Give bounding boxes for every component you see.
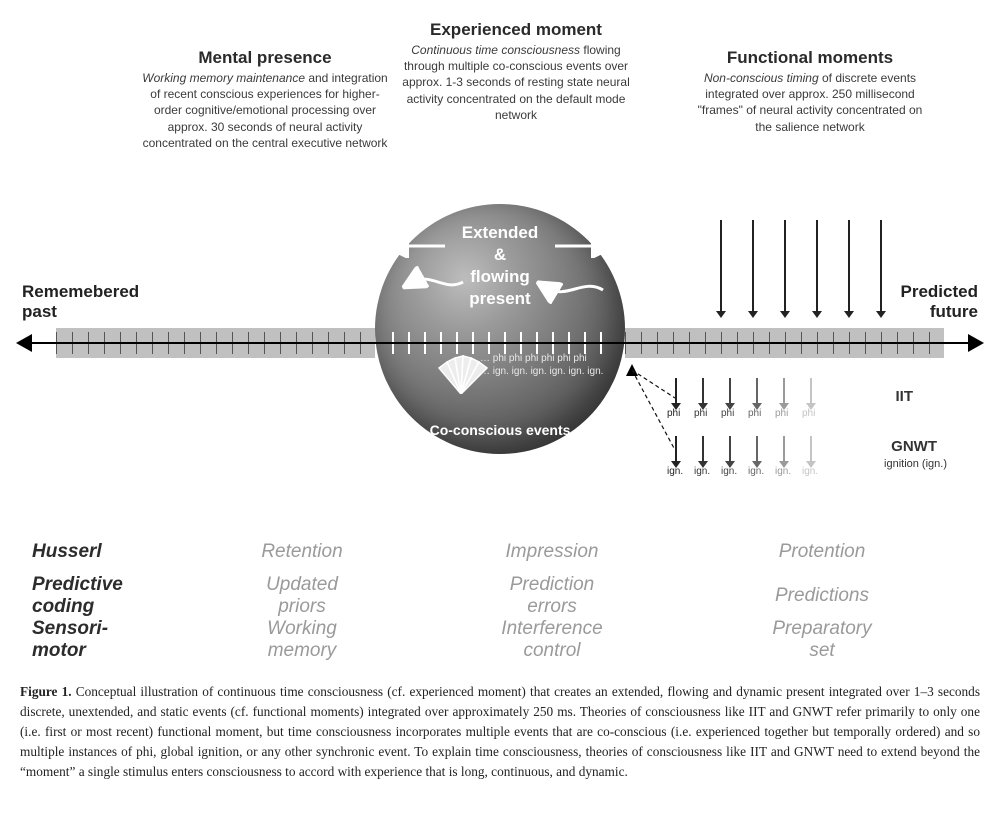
theory-cell: Retention — [192, 541, 412, 563]
figure-page: Mental presence Working memory maintenan… — [0, 0, 1000, 812]
experienced-moment-desc: Continuous time consciousness flowing th… — [396, 42, 636, 123]
theory-frame-label: ign. — [667, 466, 683, 477]
theory-cell: Workingmemory — [192, 618, 412, 662]
timeline-arrow-left-icon — [16, 334, 32, 352]
theory-arrow-down-icon — [756, 378, 758, 404]
theory-arrow-down-icon — [729, 436, 731, 462]
theory-frame-label: ign. — [748, 466, 764, 477]
theory-frame-label: phi — [667, 408, 680, 419]
gnwt-sublabel: ignition (ign.) — [884, 458, 947, 470]
figure-caption-label: Figure 1. — [20, 684, 72, 699]
theory-cell: Impression — [412, 541, 692, 563]
theory-frame-label: phi — [721, 408, 734, 419]
heading-functional-moments: Functional moments Non-conscious timing … — [690, 48, 930, 135]
theory-cell: Interferencecontrol — [412, 618, 692, 662]
heading-experienced-moment: Experienced moment Continuous time consc… — [396, 20, 636, 123]
theory-row: HusserlRetentionImpressionProtention — [30, 530, 970, 574]
remembered-past-line1: Rememebered — [22, 282, 139, 301]
mental-presence-desc: Working memory maintenance and integrati… — [140, 70, 390, 151]
timeline — [20, 328, 980, 358]
functional-arrow-down-icon — [848, 220, 850, 312]
theory-frame-label: phi — [694, 408, 707, 419]
theory-frame-label: ign. — [721, 466, 737, 477]
functional-arrow-down-icon — [880, 220, 882, 312]
functional-arrow-down-icon — [784, 220, 786, 312]
sphere-ign-line: … ign. ign. ign. ign. ign. ign. — [480, 365, 603, 378]
figure-caption: Figure 1. Conceptual illustration of con… — [20, 682, 980, 782]
theory-row-header: Sensori-motor — [30, 618, 192, 662]
theory-cell: Preparatoryset — [692, 618, 952, 662]
theory-arrow-down-icon — [783, 378, 785, 404]
theory-cell: Predictions — [692, 585, 952, 607]
theory-arrow-down-icon — [729, 378, 731, 404]
iit-label: IIT — [896, 388, 914, 405]
theories-table: HusserlRetentionImpressionProtentionPred… — [30, 530, 970, 662]
experienced-moment-title: Experienced moment — [396, 20, 636, 40]
theory-arrow-down-icon — [675, 436, 677, 462]
iit-arrow-row: phiphiphiphiphiphi — [675, 378, 845, 428]
functional-arrow-down-icon — [752, 220, 754, 312]
theory-cell: Predictionerrors — [412, 574, 692, 618]
theory-arrow-down-icon — [783, 436, 785, 462]
theory-arrow-down-icon — [756, 436, 758, 462]
iit-gnwt-area: phi phi phi phi phi phi ign. ign. ign. ign. ign. i… — [665, 372, 905, 502]
theory-arrow-down-icon — [675, 378, 677, 404]
heading-mental-presence: Mental presence Working memory maintenan… — [140, 48, 390, 151]
theory-row-header: Predictivecoding — [30, 574, 192, 618]
theory-frame-label: ign. — [775, 466, 791, 477]
predicted-future-line1: Predicted — [901, 282, 978, 301]
theory-frame-label: ign. — [694, 466, 710, 477]
experienced-moment-desc-emph: Continuous time consciousness — [411, 43, 580, 57]
remembered-past-line2: past — [22, 302, 57, 321]
gnwt-arrow-row: ign.ign.ign.ign.ign.ign. — [675, 436, 845, 486]
mental-presence-desc-emph: Working memory maintenance — [142, 71, 305, 85]
theory-arrow-down-icon — [810, 436, 812, 462]
figure-caption-text: Conceptual illustration of continuous ti… — [20, 684, 980, 779]
theory-row-header: Husserl — [30, 541, 192, 563]
functional-arrow-down-icon — [816, 220, 818, 312]
diagram-area: Mental presence Working memory maintenan… — [20, 20, 980, 520]
theory-arrow-down-icon — [810, 378, 812, 404]
predicted-future-line2: future — [930, 302, 978, 321]
mental-presence-title: Mental presence — [140, 48, 390, 68]
timeline-axis-line — [26, 342, 974, 344]
theory-frame-label: phi — [775, 408, 788, 419]
theory-frame-label: ign. — [802, 466, 818, 477]
functional-arrow-down-icon — [720, 220, 722, 312]
theory-arrow-down-icon — [702, 378, 704, 404]
predicted-future-label: Predicted future — [901, 282, 978, 321]
theory-frame-label: phi — [748, 408, 761, 419]
functional-moments-desc-emph: Non-conscious timing — [704, 71, 819, 85]
theory-arrow-down-icon — [702, 436, 704, 462]
theory-row: Sensori-motorWorkingmemoryInterferenceco… — [30, 618, 970, 662]
co-conscious-label: Co-conscious events — [375, 422, 625, 438]
functional-arrows-top — [720, 220, 910, 320]
theory-frame-label: phi — [802, 408, 815, 419]
theory-row: PredictivecodingUpdatedpriorsPredictione… — [30, 574, 970, 618]
timeline-arrow-right-icon — [968, 334, 984, 352]
functional-moments-title: Functional moments — [690, 48, 930, 68]
theory-cell: Protention — [692, 541, 952, 563]
remembered-past-label: Rememebered past — [22, 282, 139, 321]
functional-moments-desc: Non-conscious timing of discrete events … — [690, 70, 930, 135]
gnwt-label: GNWT — [891, 438, 937, 455]
theory-cell: Updatedpriors — [192, 574, 412, 618]
